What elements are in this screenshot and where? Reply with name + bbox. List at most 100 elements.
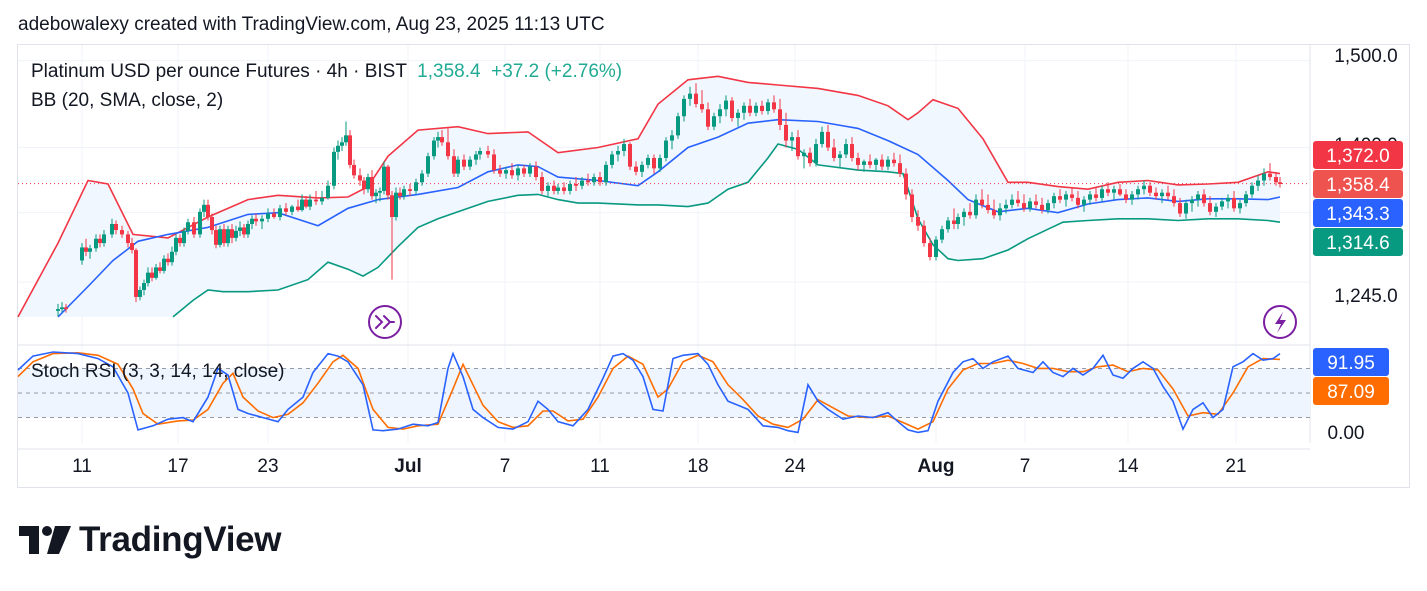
candle bbox=[682, 95, 686, 122]
candle bbox=[796, 130, 800, 160]
candle bbox=[102, 230, 106, 247]
candle bbox=[706, 102, 710, 131]
symbol-legend: Platinum USD per ounce Futures · 4h · BI… bbox=[31, 61, 622, 83]
candle bbox=[784, 112, 788, 148]
candle-body bbox=[1070, 194, 1074, 198]
candle-body bbox=[580, 180, 584, 186]
candle-body bbox=[694, 93, 698, 105]
price-label-lower: 1,314.6 bbox=[1313, 228, 1403, 256]
candle bbox=[504, 166, 508, 179]
candle-body bbox=[1172, 196, 1176, 204]
candle bbox=[1052, 192, 1056, 209]
price-tick-label: 1,500.0 bbox=[1334, 46, 1397, 67]
candle-body bbox=[730, 100, 734, 118]
chart-frame bbox=[17, 44, 1410, 488]
candle-body bbox=[246, 223, 250, 235]
candle-body bbox=[1256, 180, 1260, 186]
candle-body bbox=[790, 137, 794, 141]
candle-body bbox=[1034, 201, 1038, 205]
candle-body bbox=[832, 147, 836, 158]
candle bbox=[856, 152, 860, 171]
candle bbox=[1166, 185, 1170, 200]
candle-body bbox=[754, 105, 758, 113]
candle bbox=[398, 187, 402, 200]
candle bbox=[462, 154, 466, 171]
candle bbox=[202, 199, 206, 218]
candle bbox=[84, 238, 88, 257]
candle-body bbox=[742, 105, 746, 113]
candle-body bbox=[362, 180, 366, 190]
candle-body bbox=[772, 102, 776, 110]
candle bbox=[110, 218, 114, 238]
candle bbox=[844, 138, 848, 158]
candle-body bbox=[344, 135, 348, 143]
price-label-upper: 1,372.0 bbox=[1313, 141, 1403, 169]
candle bbox=[724, 95, 728, 117]
candle-body bbox=[166, 258, 170, 263]
candle-body bbox=[534, 166, 538, 178]
candle bbox=[634, 161, 638, 176]
candle-body bbox=[604, 164, 608, 183]
candle-body bbox=[522, 168, 526, 174]
candle-body bbox=[1154, 192, 1158, 197]
candle bbox=[956, 213, 960, 230]
candle-body bbox=[234, 230, 238, 238]
candle bbox=[986, 194, 990, 214]
candle bbox=[904, 168, 908, 200]
candle bbox=[394, 187, 398, 221]
candle bbox=[80, 243, 84, 265]
band-fill bbox=[18, 76, 1280, 317]
candle bbox=[616, 145, 620, 162]
candle bbox=[374, 189, 378, 204]
candle-body bbox=[382, 166, 386, 191]
candle-body bbox=[440, 137, 444, 143]
candle-body bbox=[1094, 194, 1098, 198]
candle bbox=[98, 234, 102, 248]
candle-body bbox=[296, 206, 300, 211]
candle bbox=[790, 131, 794, 151]
candle-body bbox=[218, 229, 222, 245]
bb-legend: BB (20, SMA, close, 2) bbox=[31, 90, 224, 111]
stoch-legend: Stoch RSI (3, 3, 14, 14, close) bbox=[31, 361, 285, 382]
time-tick-label: 14 bbox=[1117, 456, 1139, 477]
candle bbox=[808, 147, 812, 167]
candle bbox=[610, 150, 614, 169]
icons bbox=[368, 305, 1297, 339]
stoch-label-text: 87.09 bbox=[1327, 382, 1375, 403]
candle-body bbox=[1166, 192, 1170, 197]
candle-body bbox=[456, 159, 460, 174]
candle-body bbox=[332, 151, 336, 186]
candle-body bbox=[1058, 196, 1062, 200]
price-label-box bbox=[1313, 199, 1403, 227]
time-tick-label: Aug bbox=[918, 456, 955, 477]
candle bbox=[916, 210, 920, 231]
candle-body bbox=[844, 144, 848, 155]
price-label-text: 1,343.3 bbox=[1326, 204, 1389, 225]
candle bbox=[56, 303, 60, 317]
candle-body bbox=[980, 199, 984, 205]
tradingview-logo[interactable]: TradingView bbox=[19, 520, 282, 560]
candle-body bbox=[134, 250, 138, 297]
candle-body bbox=[266, 213, 270, 219]
candle bbox=[1250, 182, 1254, 198]
candle-body bbox=[766, 102, 770, 112]
candle bbox=[540, 171, 544, 195]
candle-body bbox=[504, 170, 508, 174]
candle-body bbox=[178, 237, 182, 244]
candle bbox=[946, 217, 950, 233]
candle-body bbox=[682, 98, 686, 117]
candle-body bbox=[1016, 199, 1020, 204]
candle-body bbox=[386, 166, 390, 196]
candle-body bbox=[1052, 196, 1056, 204]
candle-body bbox=[838, 154, 842, 158]
candle bbox=[934, 236, 938, 261]
candle-body bbox=[1184, 203, 1188, 214]
candle-body bbox=[278, 208, 282, 218]
candle-body bbox=[640, 164, 644, 172]
candle-body bbox=[110, 223, 114, 235]
candle bbox=[278, 204, 282, 221]
candle bbox=[898, 154, 902, 178]
candle-body bbox=[736, 112, 740, 118]
candle-body bbox=[222, 229, 226, 244]
